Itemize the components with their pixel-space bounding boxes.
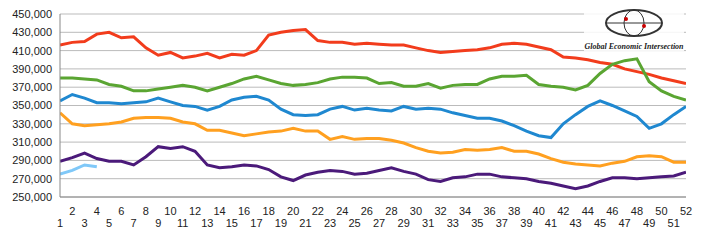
svg-text:16: 16 bbox=[238, 205, 250, 217]
svg-text:29: 29 bbox=[398, 217, 410, 229]
svg-text:49: 49 bbox=[643, 217, 655, 229]
svg-text:5: 5 bbox=[106, 217, 112, 229]
svg-text:250,000: 250,000 bbox=[12, 191, 52, 203]
svg-text:1: 1 bbox=[57, 217, 63, 229]
svg-text:390,000: 390,000 bbox=[12, 63, 52, 75]
svg-text:6: 6 bbox=[118, 205, 124, 217]
svg-text:32: 32 bbox=[434, 205, 446, 217]
svg-text:37: 37 bbox=[496, 217, 508, 229]
svg-text:7: 7 bbox=[131, 217, 137, 229]
svg-text:47: 47 bbox=[619, 217, 631, 229]
svg-text:21: 21 bbox=[299, 217, 311, 229]
svg-text:30: 30 bbox=[410, 205, 422, 217]
svg-text:10: 10 bbox=[164, 205, 176, 217]
svg-text:310,000: 310,000 bbox=[12, 136, 52, 148]
svg-text:9: 9 bbox=[155, 217, 161, 229]
svg-text:33: 33 bbox=[447, 217, 459, 229]
svg-text:45: 45 bbox=[594, 217, 606, 229]
svg-text:36: 36 bbox=[483, 205, 495, 217]
svg-text:44: 44 bbox=[582, 205, 594, 217]
svg-text:28: 28 bbox=[385, 205, 397, 217]
svg-text:13: 13 bbox=[201, 217, 213, 229]
svg-text:330,000: 330,000 bbox=[12, 118, 52, 130]
svg-text:27: 27 bbox=[373, 217, 385, 229]
svg-text:12: 12 bbox=[189, 205, 201, 217]
svg-text:48: 48 bbox=[631, 205, 643, 217]
svg-text:42: 42 bbox=[557, 205, 569, 217]
svg-text:34: 34 bbox=[459, 205, 471, 217]
svg-text:17: 17 bbox=[250, 217, 262, 229]
svg-text:26: 26 bbox=[361, 205, 373, 217]
svg-text:39: 39 bbox=[520, 217, 532, 229]
svg-text:51: 51 bbox=[668, 217, 680, 229]
svg-text:38: 38 bbox=[508, 205, 520, 217]
svg-text:19: 19 bbox=[275, 217, 287, 229]
svg-text:8: 8 bbox=[143, 205, 149, 217]
svg-text:15: 15 bbox=[226, 217, 238, 229]
svg-text:46: 46 bbox=[606, 205, 618, 217]
svg-text:450,000: 450,000 bbox=[12, 8, 52, 20]
svg-text:40: 40 bbox=[533, 205, 545, 217]
html-text:Global Economic Intersection: Global Economic Intersection bbox=[584, 42, 684, 51]
svg-text:430,000: 430,000 bbox=[12, 26, 52, 38]
svg-text:3: 3 bbox=[81, 217, 87, 229]
svg-text:20: 20 bbox=[287, 205, 299, 217]
svg-text:350,000: 350,000 bbox=[12, 99, 52, 111]
svg-text:18: 18 bbox=[263, 205, 275, 217]
svg-text:4: 4 bbox=[94, 205, 100, 217]
svg-text:22: 22 bbox=[312, 205, 324, 217]
svg-text:11: 11 bbox=[177, 217, 188, 229]
svg-text:14: 14 bbox=[213, 205, 225, 217]
svg-text:24: 24 bbox=[336, 205, 348, 217]
svg-text:50: 50 bbox=[655, 205, 667, 217]
svg-text:410,000: 410,000 bbox=[12, 45, 52, 57]
svg-text:370,000: 370,000 bbox=[12, 81, 52, 93]
svg-text:43: 43 bbox=[569, 217, 581, 229]
svg-text:270,000: 270,000 bbox=[12, 173, 52, 185]
svg-text:23: 23 bbox=[324, 217, 336, 229]
svg-text:35: 35 bbox=[471, 217, 483, 229]
svg-text:25: 25 bbox=[348, 217, 360, 229]
svg-text:52: 52 bbox=[680, 205, 692, 217]
svg-text:290,000: 290,000 bbox=[12, 154, 52, 166]
svg-text:2: 2 bbox=[69, 205, 75, 217]
svg-text:31: 31 bbox=[422, 217, 434, 229]
svg-text:41: 41 bbox=[545, 217, 557, 229]
